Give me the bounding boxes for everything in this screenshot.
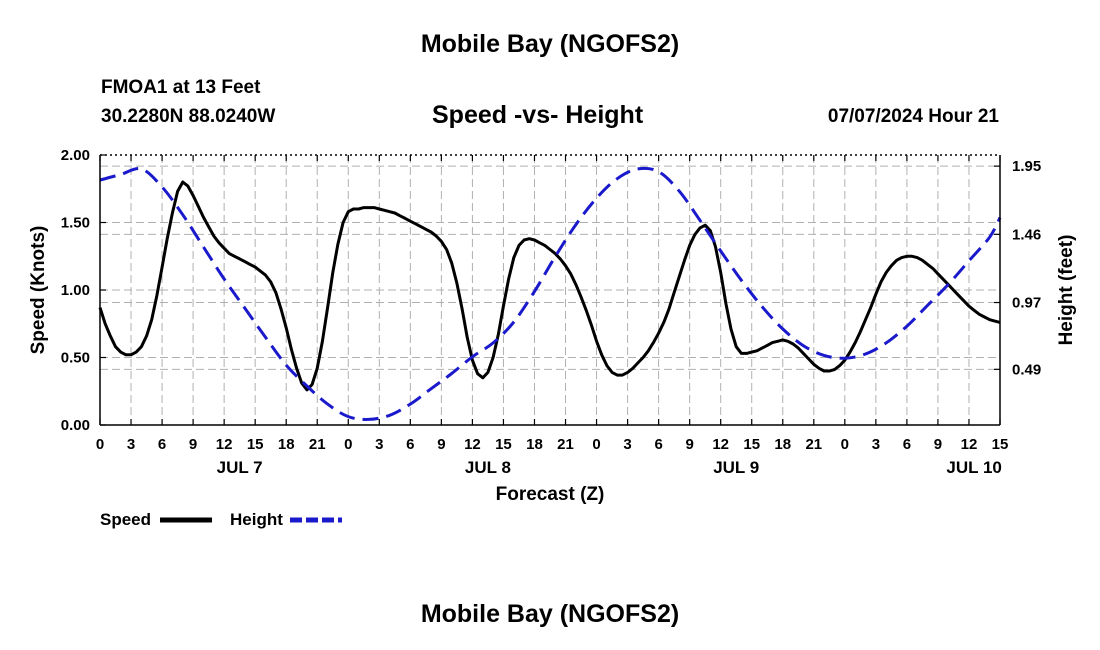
speed-series-line (98, 180, 1001, 392)
date-label: JUL 9 (713, 458, 759, 477)
x-tick-label: 18 (526, 436, 543, 453)
x-tick-label: 9 (685, 436, 693, 453)
x-tick-label: 18 (278, 436, 295, 453)
label-layer: 0 3 6 9 12 15 18 21 0 3 6 9 12 15 18 21 0 3 6 9 12 15 18 21 0 3 6 9… (28, 147, 1077, 505)
x-tick-label: 3 (127, 436, 135, 453)
x-tick-label: 18 (774, 436, 791, 453)
grid (100, 155, 1000, 425)
x-tick-label: 3 (623, 436, 631, 453)
x-tick-label: 12 (712, 436, 729, 453)
y-tick-label: 1.00 (61, 282, 90, 299)
date-label: JUL 7 (217, 458, 263, 477)
tick-layer (99, 154, 1001, 426)
date-label: JUL 10 (946, 458, 1001, 477)
x-tick-label: 12 (216, 436, 233, 453)
y-tick-label: 1.50 (61, 215, 90, 232)
y-tick-label: 0.50 (61, 350, 90, 367)
y-tick-label: 0.00 (61, 417, 90, 434)
chart-title: Mobile Bay (NGOFS2) (420, 30, 680, 58)
y2-tick-label: 1.46 (1012, 226, 1041, 243)
x-tick-label: 6 (654, 436, 662, 453)
x-tick-label: 15 (992, 436, 1009, 453)
x-tick-label: 9 (934, 436, 942, 453)
footer-title: Mobile Bay (NGOFS2) (420, 600, 680, 628)
x-tick-label: 15 (743, 436, 760, 453)
x-tick-label: 21 (309, 436, 326, 453)
plot-frame (99, 154, 1001, 426)
y-axis-title: Speed (Knots) (28, 226, 49, 355)
x-tick-label: 15 (247, 436, 264, 453)
x-tick-label: 21 (557, 436, 574, 453)
x-tick-label: 3 (375, 436, 383, 453)
y2-tick-label: 0.97 (1012, 295, 1041, 312)
x-tick-label: 9 (189, 436, 197, 453)
x-tick-label: 15 (495, 436, 512, 453)
y2-axis-title: Height (feet) (1056, 235, 1077, 346)
series-layer (98, 166, 1002, 421)
y2-tick-label: 0.49 (1012, 361, 1041, 378)
x-tick-label: 0 (592, 436, 600, 453)
x-axis-title: Forecast (Z) (496, 484, 605, 505)
x-tick-label: 9 (437, 436, 445, 453)
x-tick-label: 21 (805, 436, 822, 453)
x-tick-label: 6 (406, 436, 414, 453)
station-label: FMOA1 at 13 Feet (101, 77, 261, 98)
x-tick-label: 3 (872, 436, 880, 453)
legend-label-speed: Speed (100, 510, 151, 529)
coordinates-label: 30.2280N 88.0240W (101, 106, 276, 127)
legend-label-height: Height (230, 510, 283, 529)
x-tick-label: 0 (344, 436, 352, 453)
x-tick-label: 6 (158, 436, 166, 453)
date-label: JUL 8 (465, 458, 511, 477)
x-tick-label: 12 (464, 436, 481, 453)
y-tick-label: 2.00 (61, 147, 90, 164)
forecast-datetime: 07/07/2024 Hour 21 (827, 106, 999, 127)
height-series-line (99, 166, 1002, 421)
legend: Speed Height (100, 510, 342, 529)
y2-tick-label: 1.95 (1012, 158, 1041, 175)
x-tick-label: 0 (841, 436, 849, 453)
x-tick-label: 0 (96, 436, 104, 453)
x-tick-label: 12 (961, 436, 978, 453)
chart-subtitle: Speed -vs- Height (432, 101, 644, 129)
x-tick-label: 6 (903, 436, 911, 453)
